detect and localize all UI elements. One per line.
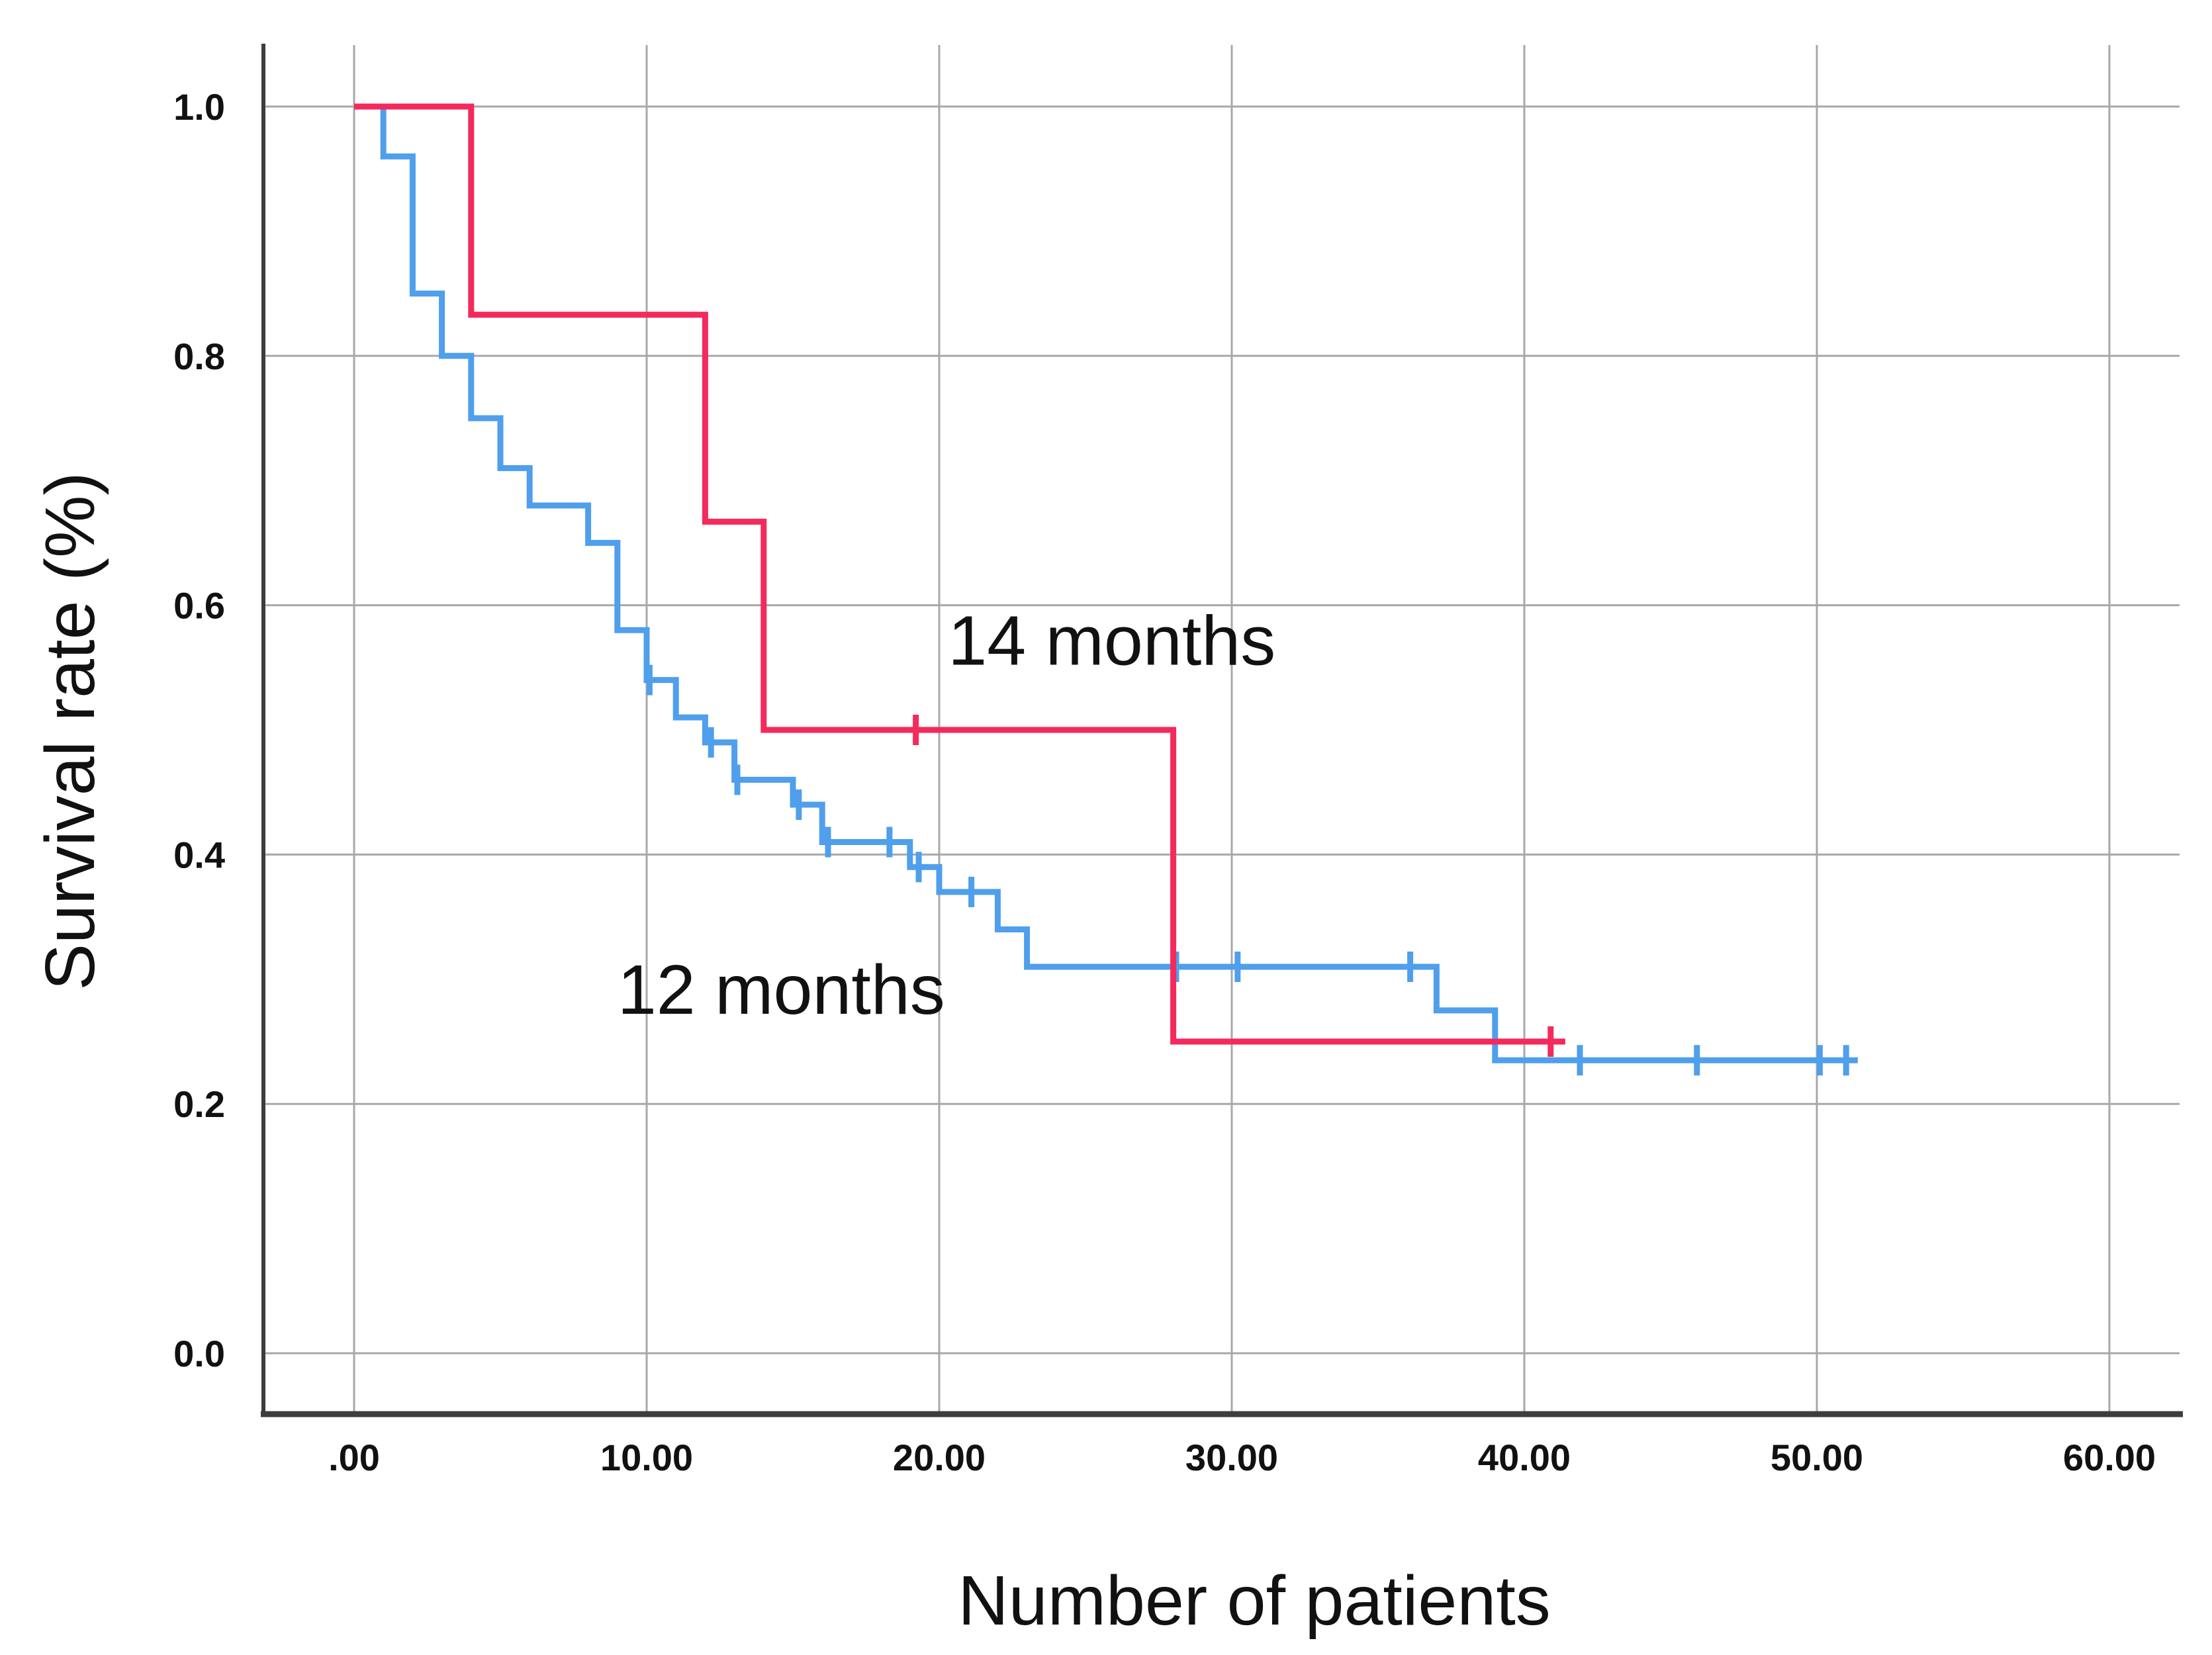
y-tick-label-0.0: 0.0 [173, 1333, 225, 1374]
x-tick-label-20.00: 20.00 [893, 1437, 986, 1478]
annotation-12-months: 12 months [618, 951, 945, 1029]
gridlines [263, 45, 2180, 1413]
x-tick-label-10.00: 10.00 [600, 1437, 693, 1478]
x-tick-label-50.00: 50.00 [1771, 1437, 1863, 1478]
series-12-months-curve [354, 103, 1858, 1063]
y-tick-label-0.6: 0.6 [173, 585, 225, 627]
x-tick-label-40.00: 40.00 [1478, 1437, 1571, 1478]
x-axis-title: Number of patients [958, 1562, 1551, 1640]
y-tick-label-1.0: 1.0 [173, 86, 225, 128]
x-tick-label-.00: .00 [328, 1437, 380, 1478]
x-tick-labels: .00 10.00 20.00 30.00 40.00 50.00 60.00 [328, 1437, 2156, 1478]
y-axis-title: Survival rate (%) [31, 472, 109, 990]
y-tick-label-0.2: 0.2 [173, 1083, 225, 1125]
series-14-months-curve [354, 103, 1565, 1045]
y-tick-labels: 0.0 0.2 0.4 0.6 0.8 1.0 [173, 86, 225, 1374]
survival-curves [354, 103, 1858, 1076]
x-tick-label-30.00: 30.00 [1185, 1437, 1278, 1478]
x-tick-label-60.00: 60.00 [2063, 1437, 2156, 1478]
y-tick-label-0.8: 0.8 [173, 335, 225, 377]
y-tick-label-0.4: 0.4 [173, 834, 225, 875]
annotation-14-months: 14 months [948, 602, 1275, 680]
